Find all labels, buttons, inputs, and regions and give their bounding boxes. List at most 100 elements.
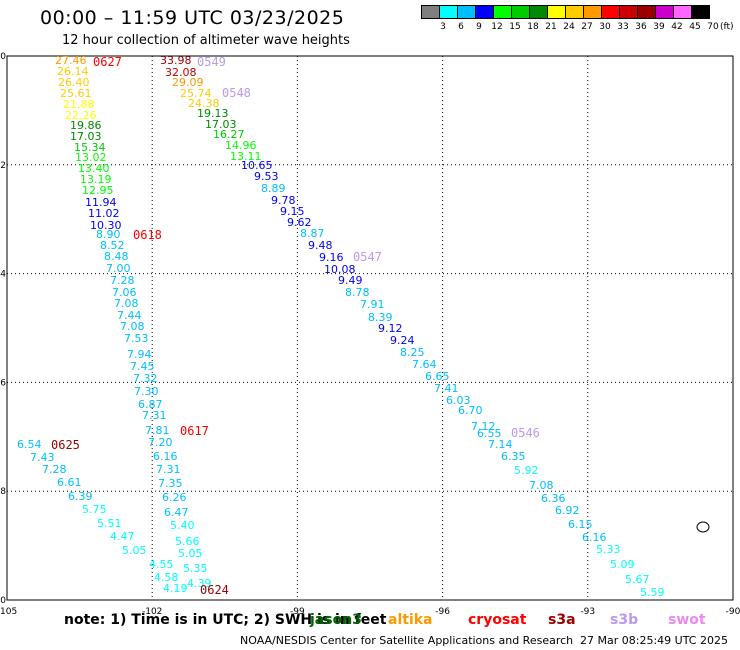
- swh-label: 25.61: [60, 87, 92, 100]
- swh-label: 7.81: [145, 424, 170, 437]
- x-tick-label: -93: [580, 607, 595, 617]
- swh-label: 5.75: [82, 503, 107, 516]
- swh-label: 19.86: [70, 119, 102, 132]
- pass-label: 0624: [200, 583, 229, 597]
- swh-label: 4.39: [187, 577, 212, 590]
- swh-label: 4.55: [149, 558, 174, 571]
- x-tick-label: -99: [290, 607, 305, 617]
- swh-label: 11.02: [88, 207, 120, 220]
- mission-legend-item: swot: [668, 612, 706, 628]
- swh-label: 6.61: [57, 476, 82, 489]
- swh-label: 29.09: [172, 76, 204, 89]
- swh-label: 7.91: [360, 298, 385, 311]
- swh-label: 8.87: [300, 227, 325, 240]
- swh-label: 8.25: [400, 346, 425, 359]
- swh-label: 7.28: [110, 274, 135, 287]
- swh-label: 6.54: [17, 438, 42, 451]
- swh-label: 6.15: [568, 518, 593, 531]
- swh-label: 26.40: [58, 76, 90, 89]
- swh-label: 6.47: [164, 506, 189, 519]
- swh-label: 4.58: [154, 571, 179, 584]
- color-legend-label: 70: [707, 22, 719, 32]
- y-tick-label: -70: [0, 596, 6, 606]
- pass-label: 0548: [222, 86, 251, 100]
- swh-label: 9.48: [308, 239, 333, 252]
- page-subtitle: 12 hour collection of altimeter wave hei…: [62, 33, 350, 48]
- swh-label: 5.66: [175, 535, 200, 548]
- color-legend-label: 21: [545, 22, 557, 32]
- mission-legend-item: altika: [388, 612, 433, 628]
- color-legend-label: 18: [527, 22, 539, 32]
- color-legend: [421, 5, 710, 21]
- y-tick-label: -60: [0, 52, 6, 62]
- swh-label: 6.87: [138, 398, 163, 411]
- x-tick-label: -90: [726, 607, 740, 617]
- swh-label: 7.45: [130, 360, 155, 373]
- swh-label: 10.30: [90, 219, 122, 232]
- color-legend-label: 45: [689, 22, 701, 32]
- swh-label: 13.19: [80, 173, 112, 186]
- pass-label: 0618: [133, 228, 162, 242]
- swh-label: 9.12: [378, 322, 403, 335]
- swh-label: 5.09: [610, 558, 635, 571]
- swh-label: 6.35: [501, 450, 526, 463]
- swh-label: 7.44: [117, 309, 142, 322]
- island-outline: [696, 521, 710, 533]
- pass-label: 0625: [51, 438, 80, 452]
- swh-label: 5.92: [514, 464, 539, 477]
- swh-label: 16.27: [213, 128, 245, 141]
- color-legend-label: 42: [671, 22, 683, 32]
- swh-label: 24.38: [188, 97, 220, 110]
- swh-label: 6.70: [458, 404, 483, 417]
- swh-label: 7.32: [133, 372, 158, 385]
- swh-label: 7.35: [158, 477, 183, 490]
- swh-label: 6.16: [153, 450, 178, 463]
- swh-label: 4.47: [110, 530, 135, 543]
- swh-label: 6.65: [425, 370, 450, 383]
- swh-label: 7.06: [112, 286, 137, 299]
- swh-label: 7.41: [434, 382, 459, 395]
- swh-label: 17.03: [70, 130, 102, 143]
- mission-legend-item: jason3: [310, 612, 362, 628]
- x-tick-label: -102: [142, 607, 162, 617]
- swh-label: 5.35: [183, 562, 208, 575]
- color-legend-label: 12: [491, 22, 503, 32]
- swh-label: 6.92: [555, 504, 580, 517]
- color-legend-label: 24: [563, 22, 575, 32]
- swh-label: 7.28: [42, 463, 67, 476]
- color-legend-label: 39: [653, 22, 665, 32]
- swh-label: 9.15: [280, 205, 305, 218]
- swh-label: 5.59: [640, 586, 665, 599]
- color-legend-label: 36: [635, 22, 647, 32]
- swh-label: 6.26: [162, 491, 187, 504]
- swh-label: 9.49: [338, 274, 363, 287]
- color-legend-label: 3: [440, 22, 446, 32]
- swh-label: 7.08: [114, 297, 139, 310]
- swh-label: 5.05: [122, 544, 147, 557]
- swh-label: 5.33: [596, 543, 621, 556]
- pass-label: 0627: [93, 55, 122, 69]
- swh-label: 7.43: [30, 451, 55, 464]
- swh-label: 13.02: [75, 151, 107, 164]
- pass-label: 0547: [353, 250, 382, 264]
- timestamp-text: 27 Mar 08:25:49 UTC 2025: [580, 634, 728, 647]
- swh-label: 6.55: [477, 427, 502, 440]
- credit-text: NOAA/NESDIS Center for Satellite Applica…: [240, 634, 574, 647]
- color-legend-label: 27: [581, 22, 593, 32]
- swh-label: 10.65: [241, 159, 273, 172]
- page-title: 00:00 – 11:59 UTC 03/23/2025: [40, 7, 345, 29]
- swh-label: 5.40: [170, 519, 195, 532]
- swh-label: 4.19: [163, 582, 188, 595]
- swh-label: 27.46: [55, 54, 87, 67]
- swh-label: 10.08: [324, 263, 356, 276]
- swh-label: 17.03: [205, 118, 237, 131]
- mission-legend-item: cryosat: [468, 612, 527, 628]
- note-text: note: 1) Time is in UTC; 2) SWH is in fe…: [64, 612, 387, 628]
- swh-label: 6.16: [582, 531, 607, 544]
- swh-label: 8.78: [345, 286, 370, 299]
- swh-label: 5.67: [625, 573, 650, 586]
- swh-label: 11.94: [85, 196, 117, 209]
- mission-legend-item: s3a: [548, 612, 576, 628]
- swh-label: 14.96: [225, 139, 257, 152]
- color-legend-label: 15: [509, 22, 521, 32]
